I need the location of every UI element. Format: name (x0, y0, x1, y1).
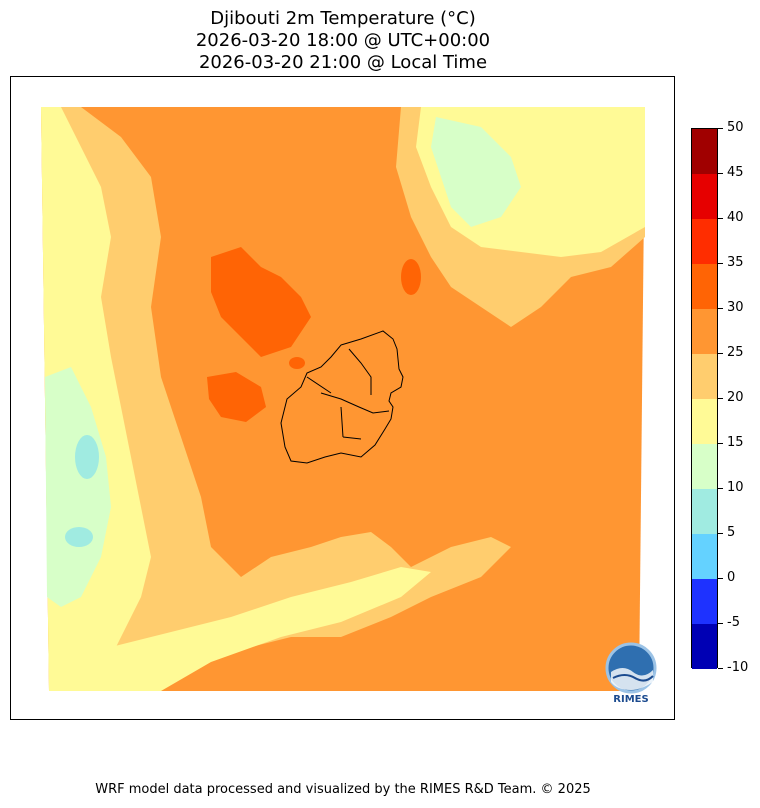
colorbar-segment (692, 219, 717, 264)
colorbar-tick (718, 488, 723, 489)
colorbar-tick-label: -10 (727, 660, 749, 675)
colorbar-tick-label: 40 (727, 210, 744, 225)
colorbar-tick (718, 398, 723, 399)
colorbar-tick (718, 173, 723, 174)
temp-region-20-25-west (41, 107, 511, 691)
temp-region-5-10-a (75, 435, 99, 479)
colorbar-tick (718, 623, 723, 624)
temp-region-15-20-south (49, 567, 431, 691)
utc-time: 2026-03-20 18:00 @ UTC+00:00 (195, 30, 491, 51)
temp-region-10-15-west (45, 367, 111, 607)
colorbar-tick-label: 45 (727, 165, 744, 180)
colorbar-segment (692, 579, 717, 624)
colorbar-tick (718, 668, 723, 669)
colorbar-tick (718, 128, 723, 129)
colorbar-segment (692, 444, 717, 489)
temp-region-10-15-ne (431, 117, 521, 227)
djibouti-region-lines (306, 348, 390, 440)
colorbar-tick-label: 25 (727, 345, 744, 360)
colorbar-segment (692, 624, 717, 669)
temp-region-30-35-d (289, 357, 305, 369)
colorbar-segment (692, 399, 717, 444)
colorbar-tick-label: 15 (727, 435, 744, 450)
colorbar-tick-label: 5 (727, 525, 736, 540)
rimes-logo: RIMES (601, 642, 661, 708)
colorbar-segment (692, 264, 717, 309)
temperature-colorbar (691, 128, 718, 669)
colorbar-tick (718, 533, 723, 534)
colorbar-tick-label: 0 (727, 570, 736, 585)
temperature-map (10, 76, 675, 720)
colorbar-tick-label: -5 (727, 615, 740, 630)
djibouti-border (280, 330, 404, 464)
colorbar-tick (718, 308, 723, 309)
colorbar-segment (692, 354, 717, 399)
globe-icon (605, 642, 657, 694)
colorbar-tick-label: 50 (727, 120, 744, 135)
colorbar-tick-label: 10 (727, 480, 744, 495)
colorbar-tick-label: 20 (727, 390, 744, 405)
local-time: 2026-03-20 21:00 @ Local Time (198, 52, 488, 73)
colorbar-segment (692, 174, 717, 219)
colorbar-tick (718, 353, 723, 354)
temp-region-30-35-c (401, 259, 421, 295)
colorbar-tick (718, 218, 723, 219)
temp-region-30-35-a (211, 247, 311, 357)
colorbar-tick (718, 263, 723, 264)
temp-region-5-10-b (65, 527, 93, 547)
colorbar-segment (692, 534, 717, 579)
temp-region-30-35-b (207, 372, 266, 422)
colorbar-tick-label: 30 (727, 300, 744, 315)
colorbar-segment (692, 489, 717, 534)
logo-label: RIMES (613, 694, 649, 705)
colorbar-segment (692, 309, 717, 354)
footer-credit: WRF model data processed and visualized … (95, 782, 591, 797)
colorbar-tick (718, 578, 723, 579)
colorbar-tick (718, 443, 723, 444)
colorbar-segment (692, 129, 717, 174)
colorbar-tick-label: 35 (727, 255, 744, 270)
map-title: Djibouti 2m Temperature (°C) (210, 8, 476, 29)
